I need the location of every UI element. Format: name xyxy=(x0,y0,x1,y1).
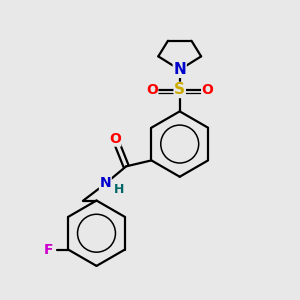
Text: S: S xyxy=(174,82,185,98)
Text: N: N xyxy=(100,176,111,190)
Text: H: H xyxy=(114,183,124,196)
Text: N: N xyxy=(173,62,186,77)
Text: O: O xyxy=(109,132,121,146)
Text: O: O xyxy=(202,83,214,97)
Text: O: O xyxy=(146,83,158,97)
Text: F: F xyxy=(44,243,53,256)
